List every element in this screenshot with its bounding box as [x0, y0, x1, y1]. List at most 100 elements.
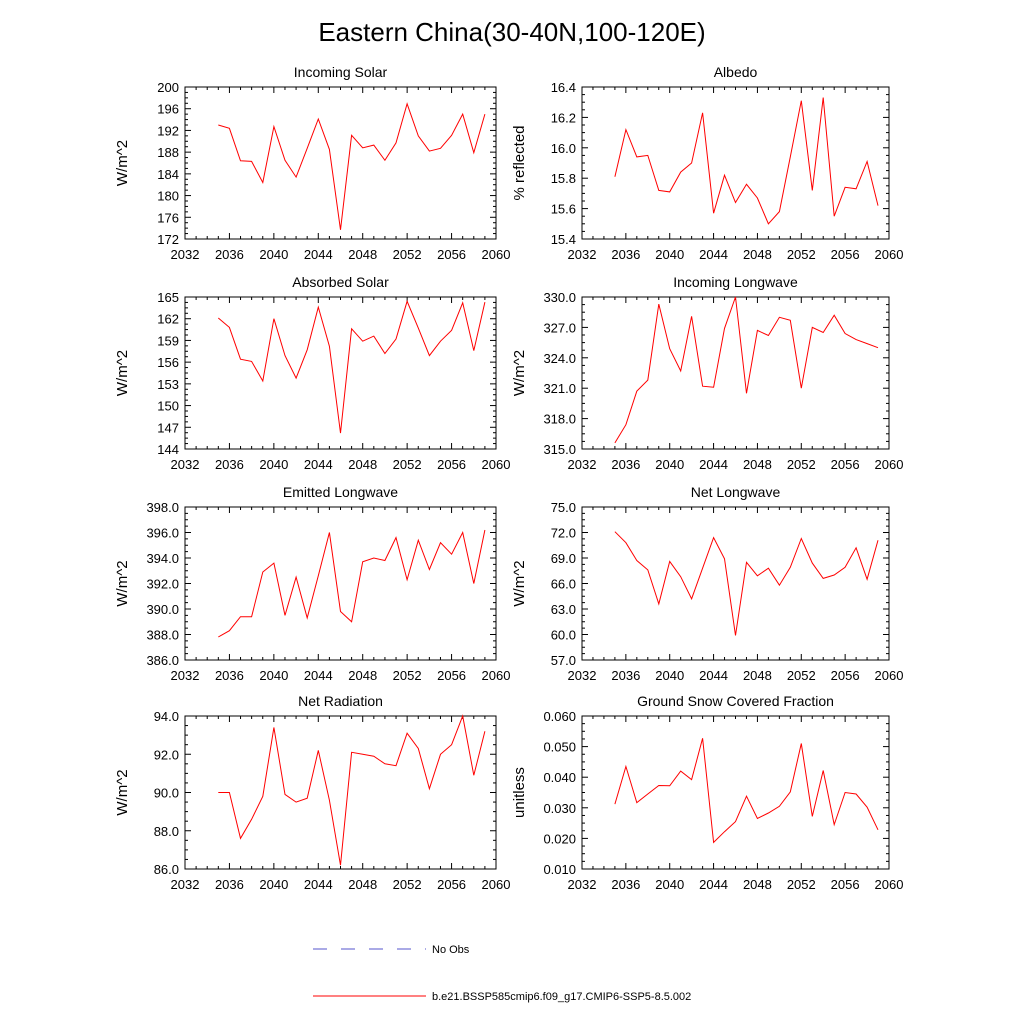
- x-tick-label: 2048: [743, 877, 772, 892]
- y-tick-label: 396.0: [146, 526, 179, 541]
- plot-frame: [581, 506, 890, 661]
- y-tick-label: 88.0: [154, 824, 179, 839]
- y-tick-label: 324.0: [543, 351, 576, 366]
- y-tick-label: 388.0: [146, 628, 179, 643]
- y-tick-label: 0.050: [543, 740, 576, 755]
- panel-4: Incoming Longwave W/m^2 2032 2036 2040 2044 20…: [511, 274, 903, 472]
- figure-title: Eastern China(30-40N,100-120E): [318, 17, 705, 47]
- x-tick-label: 2040: [259, 668, 288, 683]
- panel-7: Net Radiation W/m^2 2032 2036 2040 2044 2048 20…: [114, 693, 510, 892]
- y-tick-label: 159: [157, 333, 179, 348]
- y-tick-label: 156: [157, 355, 179, 370]
- x-tick-label: 2040: [259, 457, 288, 472]
- y-tick-label: 16.4: [551, 80, 576, 95]
- plot-frame: [184, 86, 497, 240]
- panel-title: Albedo: [714, 64, 758, 80]
- x-tick-label: 2060: [875, 877, 904, 892]
- x-tick-label: 2036: [215, 668, 244, 683]
- x-tick-label: 2044: [304, 877, 333, 892]
- x-tick-label: 2060: [482, 877, 511, 892]
- x-tick-label: 2056: [831, 247, 860, 262]
- y-tick-label: 69.0: [551, 551, 576, 566]
- x-tick-label: 2052: [393, 457, 422, 472]
- y-tick-label: 57.0: [551, 653, 576, 668]
- y-axis-label: W/m^2: [114, 769, 131, 815]
- panel-5: Emitted Longwave W/m^2 2032 2036 2040 2044 204…: [114, 484, 510, 683]
- y-tick-label: 321.0: [543, 381, 576, 396]
- panel-3: Absorbed Solar W/m^2 2032 2036 2040 2044 2048 2…: [114, 274, 510, 472]
- y-tick-label: 172: [157, 232, 179, 247]
- y-axis-label: W/m^2: [114, 140, 131, 186]
- x-tick-label: 2048: [743, 668, 772, 683]
- y-tick-label: 86.0: [154, 862, 179, 877]
- y-tick-label: 147: [157, 420, 179, 435]
- x-tick-label: 2044: [304, 668, 333, 683]
- x-tick-label: 2036: [215, 877, 244, 892]
- panel-title: Absorbed Solar: [292, 274, 389, 290]
- y-axis-label: W/m^2: [114, 560, 131, 606]
- y-tick-label: 144: [157, 442, 179, 457]
- x-tick-label: 2032: [568, 668, 597, 683]
- panel-title: Incoming Longwave: [673, 274, 798, 290]
- x-tick-label: 2032: [568, 457, 597, 472]
- series-line: [217, 299, 486, 434]
- plot-frame: [581, 296, 890, 450]
- y-tick-label: 0.030: [543, 801, 576, 816]
- y-tick-label: 94.0: [154, 709, 179, 724]
- series-line: [218, 714, 486, 866]
- plot-frame: [184, 296, 497, 450]
- x-tick-label: 2036: [611, 668, 640, 683]
- panel-title: Ground Snow Covered Fraction: [637, 693, 834, 709]
- x-tick-label: 2048: [348, 457, 377, 472]
- panel-title: Net Radiation: [298, 693, 383, 709]
- x-tick-label: 2032: [171, 668, 200, 683]
- y-tick-label: 192: [157, 123, 179, 138]
- panel-title: Emitted Longwave: [283, 484, 398, 500]
- y-tick-label: 162: [157, 312, 179, 327]
- x-tick-label: 2032: [171, 877, 200, 892]
- x-tick-label: 2044: [304, 457, 333, 472]
- y-tick-label: 92.0: [154, 747, 179, 762]
- x-tick-label: 2040: [655, 457, 684, 472]
- x-tick-label: 2060: [875, 457, 904, 472]
- y-axis-label: W/m^2: [114, 350, 131, 396]
- y-tick-label: 390.0: [146, 602, 179, 617]
- x-tick-label: 2032: [171, 247, 200, 262]
- x-tick-label: 2040: [655, 877, 684, 892]
- x-tick-label: 2060: [482, 457, 511, 472]
- y-axis-label: unitless: [511, 767, 528, 818]
- series-line: [614, 97, 879, 225]
- x-tick-label: 2044: [699, 457, 728, 472]
- x-tick-label: 2036: [215, 247, 244, 262]
- x-tick-label: 2036: [611, 457, 640, 472]
- x-tick-label: 2060: [482, 668, 511, 683]
- plot-frame: [581, 715, 890, 870]
- x-tick-label: 2052: [787, 457, 816, 472]
- x-tick-label: 2048: [743, 247, 772, 262]
- x-tick-label: 2052: [787, 668, 816, 683]
- y-axis-label: % reflected: [511, 125, 528, 200]
- plot-frame: [184, 506, 497, 661]
- y-tick-label: 72.0: [551, 526, 576, 541]
- panel-8: Ground Snow Covered Fraction unitless 2032…: [511, 693, 903, 892]
- x-tick-label: 2044: [304, 247, 333, 262]
- y-tick-label: 196: [157, 102, 179, 117]
- y-tick-label: 15.4: [551, 232, 576, 247]
- x-tick-label: 2052: [393, 247, 422, 262]
- y-tick-label: 0.010: [543, 862, 576, 877]
- legend-model-label: b.e21.BSSP585cmip6.f09_g17.CMIP6-SSP5-8.…: [432, 991, 691, 1003]
- panel-title: Incoming Solar: [294, 64, 388, 80]
- x-tick-label: 2048: [348, 877, 377, 892]
- series-line: [614, 738, 879, 844]
- x-tick-label: 2056: [831, 877, 860, 892]
- x-tick-label: 2048: [348, 668, 377, 683]
- y-tick-label: 15.6: [551, 202, 576, 217]
- y-tick-label: 16.2: [551, 110, 576, 125]
- legend: No Obs b.e21.BSSP585cmip6.f09_g17.CMIP6-…: [313, 944, 691, 1003]
- x-tick-label: 2048: [743, 457, 772, 472]
- x-tick-label: 2032: [568, 877, 597, 892]
- x-tick-label: 2056: [831, 457, 860, 472]
- x-tick-label: 2040: [259, 877, 288, 892]
- y-tick-label: 150: [157, 399, 179, 414]
